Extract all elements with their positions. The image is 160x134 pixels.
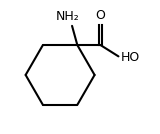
Text: HO: HO: [120, 51, 140, 64]
Text: NH₂: NH₂: [56, 10, 79, 23]
Text: O: O: [96, 9, 105, 22]
